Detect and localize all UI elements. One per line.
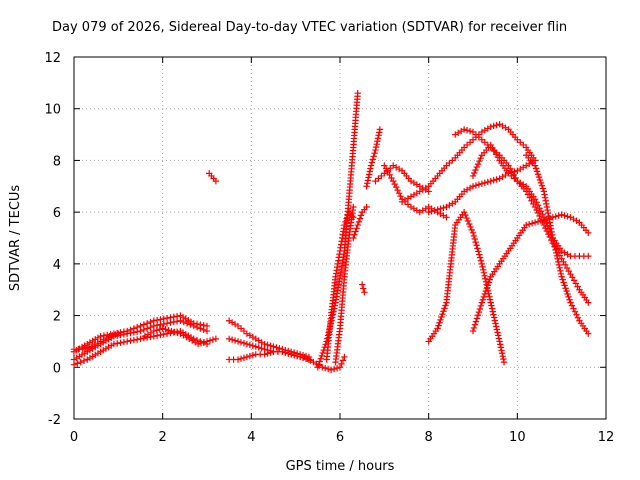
chart-title: Day 079 of 2026, Sidereal Day-to-day VTE… [52,20,567,35]
x-tick-label: 12 [598,430,615,445]
y-tick-label: -2 [48,413,61,428]
x-tick-label: 8 [425,430,433,445]
x-tick-label: 4 [247,430,255,445]
chart-root: Day 079 of 2026, Sidereal Day-to-day VTE… [0,0,640,480]
y-tick-label: 6 [53,206,61,221]
y-axis-label: SDTVAR / TECUs [8,185,23,292]
y-tick-label: 8 [53,154,61,169]
y-tick-label: 12 [44,51,61,66]
x-tick-label: 0 [70,430,78,445]
x-axis-label: GPS time / hours [286,459,395,474]
x-tick-label: 6 [336,430,344,445]
x-tick-label: 10 [509,430,526,445]
y-tick-label: 4 [53,258,61,273]
x-tick-label: 2 [159,430,167,445]
y-tick-label: 10 [44,103,61,118]
chart-background [0,0,640,480]
y-tick-label: 0 [53,361,61,376]
y-tick-label: 2 [53,310,61,325]
